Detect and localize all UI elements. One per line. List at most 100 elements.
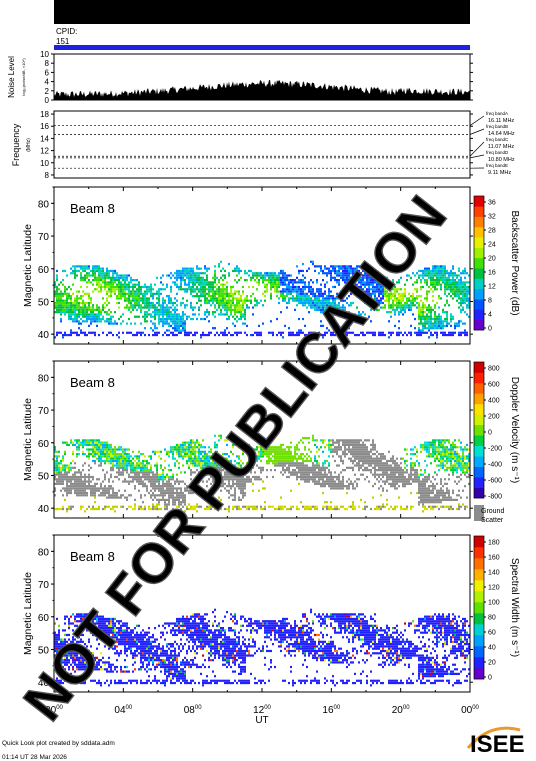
data-cell <box>288 290 290 293</box>
data-cell <box>232 471 234 474</box>
data-cell <box>170 491 172 495</box>
data-cell <box>362 333 364 337</box>
data-cell <box>232 505 234 508</box>
data-cell <box>330 482 332 485</box>
data-cell <box>176 443 178 447</box>
data-cell <box>66 292 68 295</box>
data-cell <box>352 267 354 270</box>
data-cell <box>332 301 334 305</box>
data-cell <box>330 301 332 305</box>
data-cell <box>96 288 98 291</box>
panel-background <box>54 187 470 344</box>
data-cell <box>290 453 292 456</box>
data-cell <box>382 297 384 300</box>
data-cell <box>166 489 168 492</box>
data-cell <box>228 262 230 266</box>
data-cell <box>248 478 250 481</box>
data-cell <box>182 457 184 460</box>
data-cell <box>116 288 118 291</box>
data-cell <box>162 320 164 323</box>
data-cell <box>462 281 464 284</box>
data-cell <box>432 274 434 277</box>
data-cell <box>328 290 330 293</box>
data-cell <box>334 269 336 273</box>
data-cell <box>418 301 420 305</box>
data-cell <box>122 290 124 293</box>
data-cell <box>434 327 436 330</box>
data-cell <box>104 446 106 449</box>
data-cell <box>54 283 56 286</box>
data-cell <box>138 295 140 298</box>
data-cell <box>280 455 282 458</box>
data-cell <box>208 320 210 323</box>
data-cell <box>66 299 68 302</box>
data-cell <box>76 491 78 495</box>
data-cell <box>414 304 416 307</box>
data-cell <box>124 469 126 472</box>
data-cell <box>190 485 192 488</box>
data-cell <box>260 469 262 472</box>
data-cell <box>252 482 254 485</box>
data-cell <box>112 288 114 291</box>
data-cell <box>54 487 56 490</box>
data-cell <box>70 478 72 481</box>
data-cell <box>426 317 428 321</box>
data-cell <box>140 304 142 307</box>
data-cell <box>198 453 200 456</box>
data-cell <box>334 297 336 300</box>
data-cell <box>128 475 130 479</box>
data-cell <box>180 331 182 334</box>
data-cell <box>136 295 138 298</box>
data-cell <box>128 317 130 321</box>
data-cell <box>110 283 112 286</box>
data-cell <box>160 478 162 481</box>
data-cell <box>110 315 112 318</box>
data-cell <box>172 489 174 492</box>
data-cell <box>58 462 60 465</box>
data-cell <box>72 306 74 309</box>
data-cell <box>168 333 170 337</box>
data-cell <box>82 265 84 268</box>
data-cell <box>306 333 308 337</box>
data-cell <box>462 272 464 275</box>
data-cell <box>436 301 438 305</box>
data-cell <box>212 299 214 302</box>
data-cell <box>88 272 90 275</box>
data-cell <box>368 299 370 302</box>
data-cell <box>288 448 290 451</box>
data-cell <box>98 441 100 444</box>
data-cell <box>234 297 236 300</box>
data-cell <box>366 272 368 275</box>
data-cell <box>306 459 308 463</box>
data-cell <box>104 288 106 291</box>
data-cell <box>136 301 138 305</box>
data-cell <box>84 333 86 337</box>
data-cell <box>132 464 134 467</box>
data-cell <box>338 265 340 268</box>
data-cell <box>60 466 62 469</box>
data-cell <box>194 457 196 460</box>
data-cell <box>214 469 216 472</box>
data-cell <box>458 331 460 334</box>
data-cell <box>142 462 144 465</box>
data-cell <box>236 331 238 334</box>
data-cell <box>264 448 266 451</box>
data-cell <box>104 311 106 314</box>
data-cell <box>172 494 174 497</box>
data-cell <box>84 443 86 447</box>
data-cell <box>62 482 64 485</box>
data-cell <box>200 279 202 282</box>
data-cell <box>184 453 186 456</box>
data-cell <box>106 304 108 307</box>
data-cell <box>88 267 90 270</box>
data-cell <box>182 267 184 270</box>
data-cell <box>180 446 182 449</box>
data-cell <box>222 295 224 298</box>
data-cell <box>356 290 358 293</box>
data-cell <box>204 295 206 298</box>
data-cell <box>328 297 330 300</box>
data-cell <box>344 281 346 284</box>
data-cell <box>314 482 316 485</box>
data-cell <box>296 475 298 479</box>
data-cell <box>368 279 370 282</box>
